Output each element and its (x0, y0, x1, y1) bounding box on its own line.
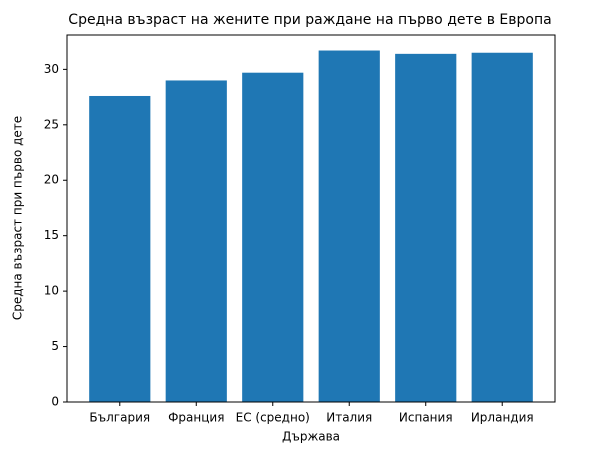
bar (242, 72, 304, 403)
bar (165, 80, 227, 402)
y-tick-label: 30 (44, 62, 59, 76)
y-tick-label: 15 (44, 228, 59, 242)
chart-title: Средна възраст на жените при раждане на … (68, 12, 551, 28)
x-tick-label: Италия (326, 411, 372, 425)
bar (395, 53, 457, 403)
y-axis-label: Средна възраст при първо дете (11, 116, 25, 320)
y-tick-label: 5 (51, 339, 59, 353)
x-tick-label: ЕС (средно) (236, 411, 310, 425)
x-tick-label: Франция (168, 411, 224, 425)
bar (89, 95, 151, 402)
bar (318, 50, 380, 403)
x-tick-label: Испания (399, 411, 453, 425)
bar (471, 52, 533, 403)
plot-frame (66, 34, 556, 403)
y-tick-label: 25 (44, 117, 59, 131)
x-axis-label: Държава (282, 430, 340, 444)
y-tick-label: 10 (44, 284, 59, 298)
y-tick-label: 20 (44, 173, 59, 187)
x-tick-label: Ирландия (471, 411, 534, 425)
x-tick-label: България (89, 411, 150, 425)
y-tick-label: 0 (51, 395, 59, 409)
